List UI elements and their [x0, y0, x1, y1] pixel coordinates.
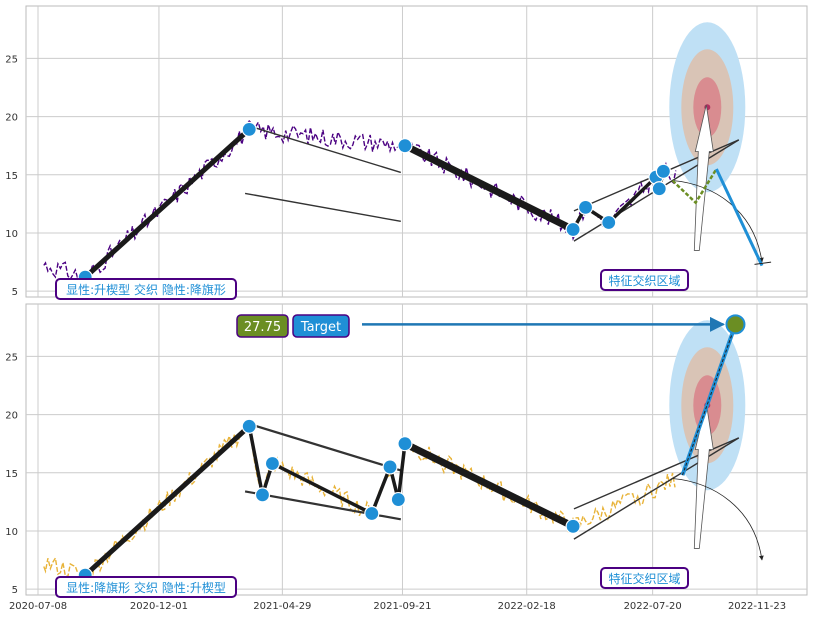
x-tick-label: 2022-02-18 — [498, 601, 556, 612]
zone-label-bottom-text: 特征交织区域 — [608, 571, 680, 586]
y-tick-label: 20 — [5, 113, 18, 124]
y-tick-label: 15 — [5, 171, 18, 182]
panel-bottom: 5 10 15 20 25 — [5, 303, 808, 596]
zone-label-top-text: 特征交织区域 — [608, 273, 680, 288]
pivot-point — [364, 505, 380, 522]
x-tick-label: 2021-04-29 — [253, 601, 311, 612]
x-tick-label: 2020-07-08 — [9, 601, 67, 612]
y-tick-label: 5 — [12, 585, 18, 596]
x-axis-ticks: 2020-07-08 2020-12-01 2021-04-29 2021-09-21… — [9, 601, 786, 612]
trendline — [244, 124, 402, 174]
x-tick-label: 2022-11-23 — [728, 601, 786, 612]
pivot-segment — [247, 424, 265, 497]
y-tick-label: 5 — [12, 287, 18, 298]
target-point — [725, 314, 746, 335]
pivot-segment — [82, 126, 252, 280]
target-value-badge: 27.75 — [236, 314, 289, 338]
forecast-curve — [673, 478, 764, 561]
pivot-point — [264, 455, 281, 472]
pivot-segment — [606, 175, 658, 225]
pattern-label-top: 显性:升楔型 交织 隐性:降旗形 — [55, 278, 237, 300]
panel-bottom-overlay — [77, 314, 764, 583]
pivot-segment — [370, 465, 392, 516]
y-tick-label: 25 — [5, 352, 18, 363]
y-tick-label: 20 — [5, 411, 18, 422]
x-tick-label: 2022-07-20 — [624, 601, 682, 612]
target-value-text: 27.75 — [244, 320, 281, 335]
pivot-point — [577, 199, 594, 215]
pattern-label-top-text: 显性:升楔型 交织 隐性:降旗形 — [66, 282, 226, 297]
trendline — [244, 421, 402, 472]
target-label-badge: Target — [292, 314, 350, 338]
y-tick-label: 15 — [5, 469, 18, 480]
zone-label-top: 特征交织区域 — [600, 269, 689, 291]
breakout-arrow — [693, 402, 714, 549]
pivot-segment — [401, 142, 577, 233]
panel-bottom-y-ticks: 5 10 15 20 25 — [5, 352, 18, 596]
pivot-point — [565, 221, 581, 238]
pivot-point — [397, 138, 413, 154]
pivot-point — [382, 459, 398, 475]
trendline — [573, 437, 740, 540]
pivot-point — [565, 518, 581, 534]
panel-top-overlay — [77, 22, 772, 285]
pivot-point — [397, 436, 413, 452]
pattern-label-bottom-text: 显性:降旗形 交织 隐性:升楔型 — [66, 580, 226, 595]
pivot-point — [390, 491, 406, 508]
pivot-point — [254, 487, 271, 503]
pivot-point — [651, 181, 667, 197]
pivot-point — [241, 418, 257, 434]
pivot-point — [601, 214, 617, 231]
breakout-arrow — [693, 104, 714, 251]
zone-label-bottom: 特征交织区域 — [600, 567, 689, 589]
x-tick-label: 2021-09-21 — [373, 601, 431, 612]
forecast-end-tick — [754, 261, 772, 265]
y-tick-label: 25 — [5, 54, 18, 65]
pivot-segment — [401, 440, 577, 530]
panel-top: 5 10 15 20 25 — [5, 5, 808, 298]
pivot-segment — [82, 423, 252, 578]
panel-top-y-ticks: 5 10 15 20 25 — [5, 54, 18, 298]
target-leg-dash — [681, 324, 736, 476]
forecast-zigzag — [671, 166, 764, 267]
forecast-down-leg — [715, 168, 764, 267]
y-tick-label: 10 — [5, 229, 18, 240]
target-label-text: Target — [300, 320, 341, 335]
pivot-point — [655, 163, 671, 179]
trendline — [244, 192, 401, 223]
x-tick-label: 2020-12-01 — [130, 601, 188, 612]
forecast-curve — [673, 180, 764, 263]
pattern-label-bottom: 显性:降旗形 交织 隐性:升楔型 — [55, 576, 237, 598]
pivot-segment — [396, 441, 407, 502]
y-tick-label: 10 — [5, 527, 18, 538]
pivot-segment — [270, 461, 374, 516]
pivot-point — [241, 121, 257, 137]
